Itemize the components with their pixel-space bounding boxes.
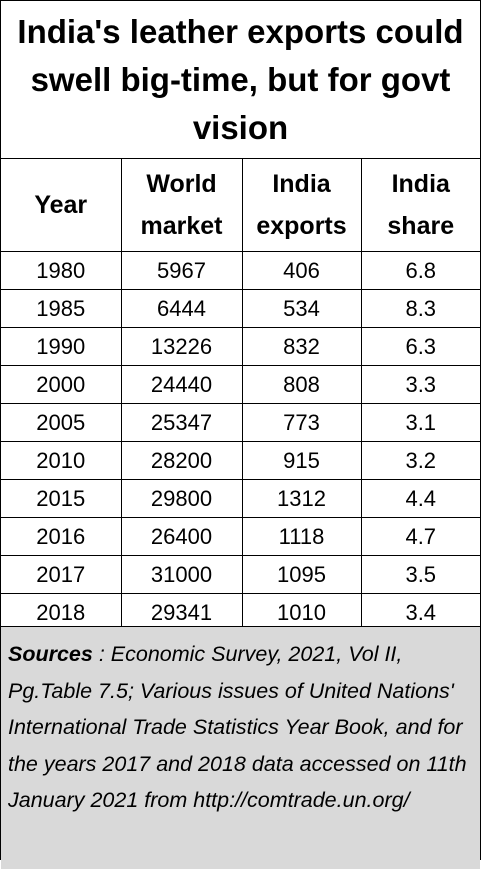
table-row: 2000 24440 808 3.3: [1, 365, 480, 404]
cell-world-market: 28200: [120, 441, 243, 480]
table-body: 1980 5967 406 6.8 1985 6444 534 8.3 1990 13226 832…: [1, 251, 480, 632]
table-row: 1985 6444 534 8.3: [1, 289, 480, 328]
cell-world-market: 26400: [120, 517, 243, 556]
table-row: 2018 29341 1010 3.4: [1, 593, 480, 632]
cell-india-exports: 534: [241, 289, 362, 328]
cell-year: 2010: [1, 441, 122, 480]
header-india-share-text: India share: [387, 170, 455, 240]
cell-year: 2017: [1, 555, 122, 594]
cell-india-exports: 915: [241, 441, 362, 480]
leather-exports-table: Year World market India exports India sh…: [1, 159, 480, 632]
cell-year: 1990: [1, 327, 122, 366]
cell-india-share: 4.4: [360, 479, 480, 518]
table-row: 2015 29800 1312 4.4: [1, 479, 480, 518]
sources-note: Sources : Economic Survey, 2021, Vol II,…: [1, 626, 480, 869]
header-year: Year: [1, 159, 122, 252]
cell-year: 2005: [1, 403, 122, 442]
cell-india-exports: 773: [241, 403, 362, 442]
cell-world-market: 29800: [120, 479, 243, 518]
cell-india-exports: 832: [241, 327, 362, 366]
table-row: 1980 5967 406 6.8: [1, 251, 480, 290]
cell-india-share: 8.3: [360, 289, 480, 328]
header-row: Year World market India exports India sh…: [1, 159, 480, 252]
table-row: 1990 13226 832 6.3: [1, 327, 480, 366]
header-world-market-text: World market: [140, 170, 223, 240]
cell-world-market: 24440: [120, 365, 243, 404]
cell-india-exports: 808: [241, 365, 362, 404]
cell-india-share: 3.5: [360, 555, 480, 594]
header-world-market: World market: [120, 159, 243, 252]
cell-india-exports: 1118: [241, 517, 362, 556]
cell-world-market: 13226: [120, 327, 243, 366]
cell-world-market: 6444: [120, 289, 243, 328]
cell-world-market: 25347: [120, 403, 243, 442]
cell-year: 2000: [1, 365, 122, 404]
table-row: 2017 31000 1095 3.5: [1, 555, 480, 594]
cell-india-share: 3.4: [360, 593, 480, 632]
chart-title-box: India's leather exports could swell big-…: [1, 1, 480, 159]
header-india-exports-text: India exports: [256, 170, 347, 240]
table-row: 2010 28200 915 3.2: [1, 441, 480, 480]
cell-india-share: 6.3: [360, 327, 480, 366]
cell-india-share: 4.7: [360, 517, 480, 556]
cell-world-market: 29341: [120, 593, 243, 632]
cell-world-market: 5967: [120, 251, 243, 290]
cell-year: 2016: [1, 517, 122, 556]
table-row: 2016 26400 1118 4.7: [1, 517, 480, 556]
chart-title: India's leather exports could swell big-…: [17, 12, 464, 146]
cell-india-share: 3.2: [360, 441, 480, 480]
table-row: 2005 25347 773 3.1: [1, 403, 480, 442]
cell-india-share: 3.1: [360, 403, 480, 442]
header-india-share: India share: [360, 159, 480, 252]
cell-india-share: 6.8: [360, 251, 480, 290]
cell-india-exports: 1312: [241, 479, 362, 518]
cell-india-share: 3.3: [360, 365, 480, 404]
cell-india-exports: 1095: [241, 555, 362, 594]
sources-text: : Economic Survey, 2021, Vol II, Pg.Tabl…: [8, 642, 467, 812]
cell-year: 1985: [1, 289, 122, 328]
sources-label: Sources: [8, 642, 93, 666]
cell-india-exports: 406: [241, 251, 362, 290]
cell-world-market: 31000: [120, 555, 243, 594]
header-india-exports: India exports: [241, 159, 362, 252]
cell-year: 1980: [1, 251, 122, 290]
cell-year: 2015: [1, 479, 122, 518]
